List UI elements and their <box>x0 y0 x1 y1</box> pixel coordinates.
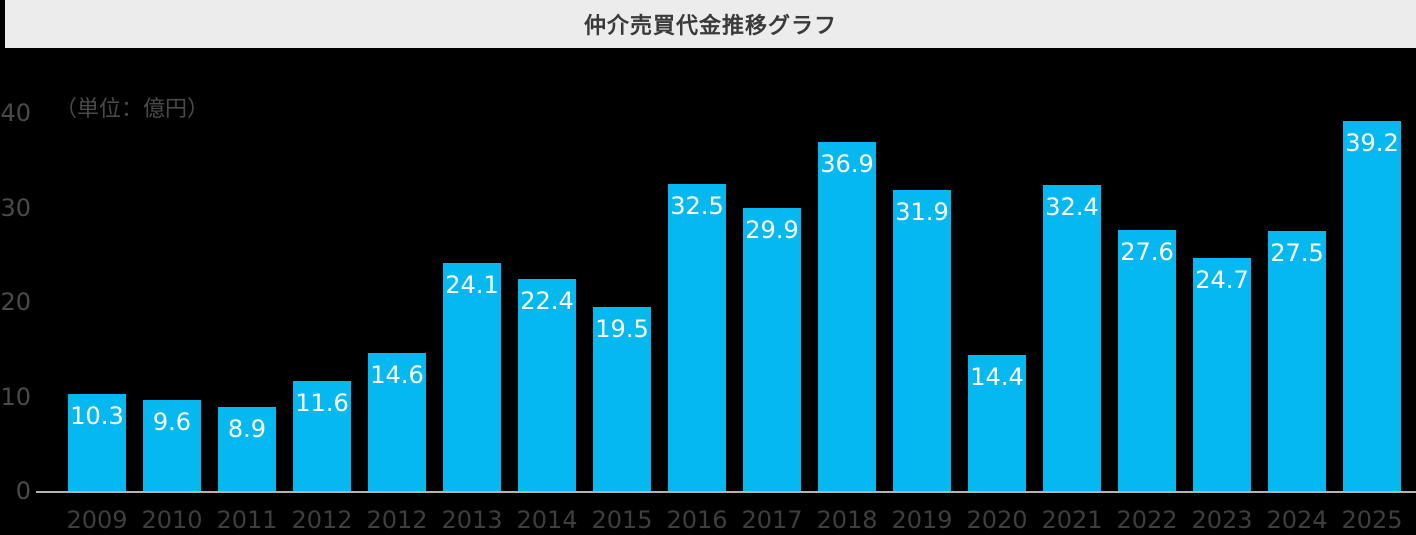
x-axis-tick-label: 2021 <box>1041 506 1103 534</box>
x-axis-tick-label: 2016 <box>666 506 728 534</box>
bar-value-label: 32.4 <box>1045 193 1099 221</box>
bar-value-label: 32.5 <box>670 192 724 220</box>
bar-value-label: 27.5 <box>1270 239 1324 267</box>
bar: 9.6 <box>143 400 201 491</box>
bar: 32.5 <box>668 184 726 491</box>
bar: 10.3 <box>68 394 126 491</box>
bar-value-label: 9.6 <box>152 408 192 436</box>
x-axis-tick-label: 2023 <box>1191 506 1253 534</box>
y-axis-tick-label: 10 <box>0 383 31 411</box>
x-axis-tick-label: 2012 <box>366 506 428 534</box>
y-axis-tick-label: 0 <box>15 477 31 505</box>
bar: 27.6 <box>1118 230 1176 491</box>
x-axis-tick-label: 2014 <box>516 506 578 534</box>
x-axis-tick-label: 2019 <box>891 506 953 534</box>
bar-value-label: 19.5 <box>595 315 649 343</box>
bar: 24.1 <box>443 263 501 491</box>
bar-value-label: 8.9 <box>227 415 267 443</box>
x-axis-line <box>36 491 1416 493</box>
bar: 24.7 <box>1193 258 1251 491</box>
bar: 14.4 <box>968 355 1026 491</box>
bar: 22.4 <box>518 279 576 491</box>
bar: 19.5 <box>593 307 651 491</box>
x-axis-tick-label: 2010 <box>141 506 203 534</box>
bar: 27.5 <box>1268 231 1326 491</box>
chart-title: 仲介売買代金推移グラフ <box>583 14 837 39</box>
x-axis-tick-label: 2015 <box>591 506 653 534</box>
bar: 36.9 <box>818 142 876 491</box>
x-axis-tick-label: 2025 <box>1341 506 1403 534</box>
bar-value-label: 24.1 <box>445 271 499 299</box>
unit-label: （単位：億円） <box>55 97 210 122</box>
bar-value-label: 36.9 <box>820 150 874 178</box>
bar-value-label: 27.6 <box>1120 238 1174 266</box>
chart-title-bar: 仲介売買代金推移グラフ <box>5 0 1416 48</box>
y-axis-tick-label: 20 <box>0 288 31 316</box>
bar: 32.4 <box>1043 185 1101 491</box>
x-axis-tick-label: 2009 <box>66 506 128 534</box>
x-axis-tick-label: 2022 <box>1116 506 1178 534</box>
bar-value-label: 14.4 <box>970 363 1024 391</box>
bar: 8.9 <box>218 407 276 491</box>
bar: 39.2 <box>1343 121 1401 491</box>
x-axis-tick-label: 2024 <box>1266 506 1328 534</box>
x-axis-tick-label: 2018 <box>816 506 878 534</box>
bar-value-label: 39.2 <box>1345 129 1399 157</box>
bar-value-label: 11.6 <box>295 389 349 417</box>
y-axis-tick-label: 30 <box>0 194 31 222</box>
bar-value-label: 24.7 <box>1195 266 1249 294</box>
bar: 11.6 <box>293 381 351 491</box>
bar-value-label: 22.4 <box>520 287 574 315</box>
bar-value-label: 29.9 <box>745 216 799 244</box>
bar: 14.6 <box>368 353 426 491</box>
bar-value-label: 10.3 <box>70 402 124 430</box>
bar: 31.9 <box>893 190 951 491</box>
bar-value-label: 31.9 <box>895 198 949 226</box>
x-axis-tick-label: 2013 <box>441 506 503 534</box>
x-axis-tick-label: 2011 <box>216 506 278 534</box>
x-axis-tick-label: 2017 <box>741 506 803 534</box>
x-axis-tick-label: 2020 <box>966 506 1028 534</box>
bar: 29.9 <box>743 208 801 491</box>
x-axis-tick-label: 2012 <box>291 506 353 534</box>
bar-value-label: 14.6 <box>370 361 424 389</box>
y-axis-tick-label: 40 <box>0 99 31 127</box>
